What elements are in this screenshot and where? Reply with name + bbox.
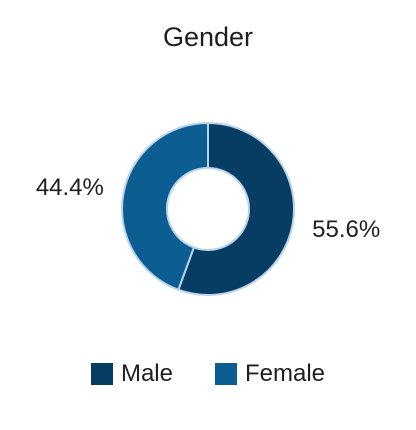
legend-swatch-female [215,363,237,385]
legend-swatch-male [90,363,113,385]
legend-item-female[interactable]: Female [215,360,325,388]
legend-item-male[interactable]: Male [90,360,173,388]
legend: Male Female [0,360,416,388]
data-label-female: 44.4% [35,174,104,202]
legend-label-male: Male [120,360,173,387]
chart-title: Gender [162,22,254,52]
data-label-male: 55.6% [312,215,381,243]
donut-slice-male[interactable] [177,121,295,296]
legend-label-female: Female [245,360,326,387]
donut-slice-female[interactable] [121,121,209,292]
